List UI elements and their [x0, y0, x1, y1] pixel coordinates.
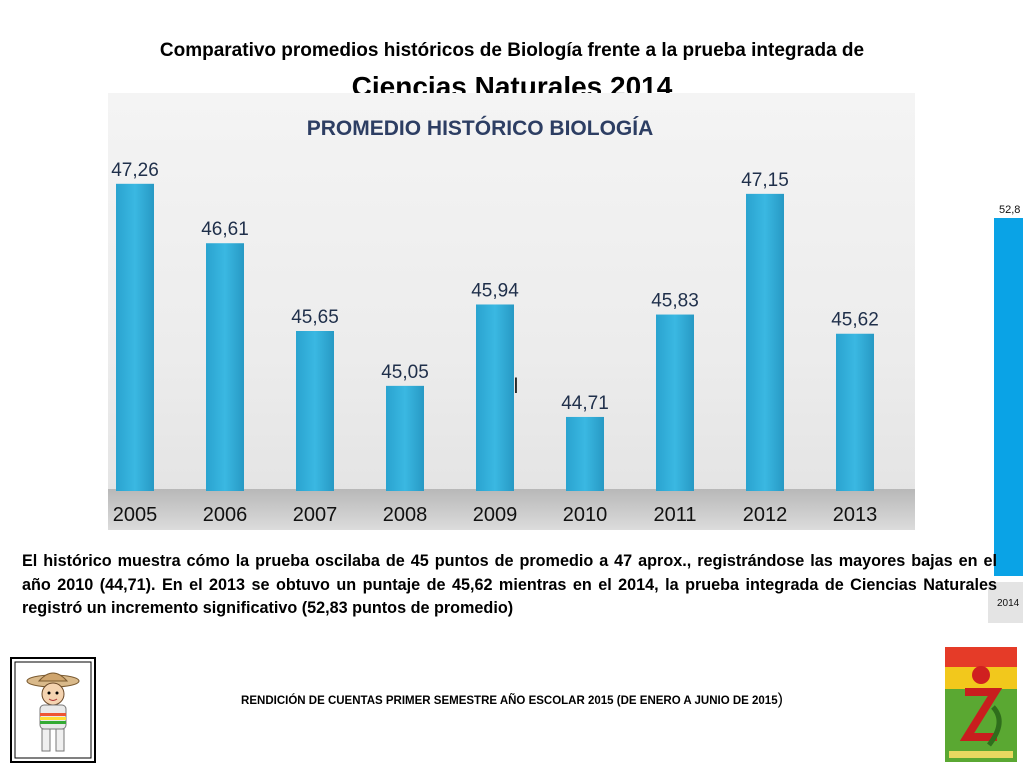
side-bar-panel: 52,8 2014	[988, 186, 1023, 623]
data-label-2011: 45,83	[651, 291, 699, 312]
bar-2008	[386, 385, 424, 491]
bar-chart: PROMEDIO HISTÓRICO BIOLOGÍA El 47,262005…	[108, 116, 915, 530]
footer-close-paren: )	[777, 691, 783, 708]
chart-floor	[108, 489, 915, 530]
bar-2005	[116, 183, 154, 492]
data-label-2007: 45,65	[291, 307, 339, 328]
bar-2007	[296, 331, 334, 491]
category-label-2009: 2009	[473, 504, 518, 526]
chart-description: El histórico muestra cómo la prueba osci…	[22, 552, 997, 617]
data-label-2006: 46,61	[201, 219, 249, 240]
data-label-2014: 52,8	[999, 204, 1020, 216]
category-label-2007: 2007	[293, 504, 338, 526]
category-label-2014: 2014	[997, 598, 1020, 609]
data-label-2012: 47,15	[741, 170, 789, 191]
chart-panel: PROMEDIO HISTÓRICO BIOLOGÍA El 47,262005…	[108, 93, 1023, 623]
data-label-2009: 45,94	[471, 280, 519, 301]
category-label-2010: 2010	[563, 504, 608, 526]
category-label-2006: 2006	[203, 504, 248, 526]
footer-text: RENDICIÓN DE CUENTAS PRIMER SEMESTRE AÑO…	[0, 691, 1024, 709]
data-label-2008: 45,05	[381, 362, 429, 383]
bar-2014	[994, 218, 1023, 576]
data-label-2010: 44,71	[561, 393, 609, 414]
category-label-2008: 2008	[383, 504, 428, 526]
chart-title: PROMEDIO HISTÓRICO BIOLOGÍA	[307, 116, 654, 140]
category-label-2011: 2011	[653, 504, 696, 526]
bar-2011	[656, 314, 694, 491]
bar-2009	[476, 304, 514, 491]
institution-emblem-logo	[945, 647, 1017, 762]
data-label-2005: 47,26	[111, 160, 159, 181]
slide-title-line1: Comparativo promedios históricos de Biol…	[159, 40, 865, 61]
bar-2013	[836, 333, 874, 491]
bar-2006	[206, 243, 244, 491]
category-label-2005: 2005	[113, 504, 158, 526]
category-label-2012: 2012	[743, 504, 788, 526]
bar-2012	[746, 193, 784, 491]
slide-title-line2: Ciencias Naturales 2014	[351, 71, 673, 96]
footer-main: RENDICIÓN DE CUENTAS PRIMER SEMESTRE AÑO…	[241, 695, 778, 707]
category-label-2013: 2013	[833, 504, 878, 526]
bar-2010	[566, 416, 604, 491]
data-label-2013: 45,62	[831, 310, 879, 331]
school-mascot-logo	[10, 657, 96, 763]
